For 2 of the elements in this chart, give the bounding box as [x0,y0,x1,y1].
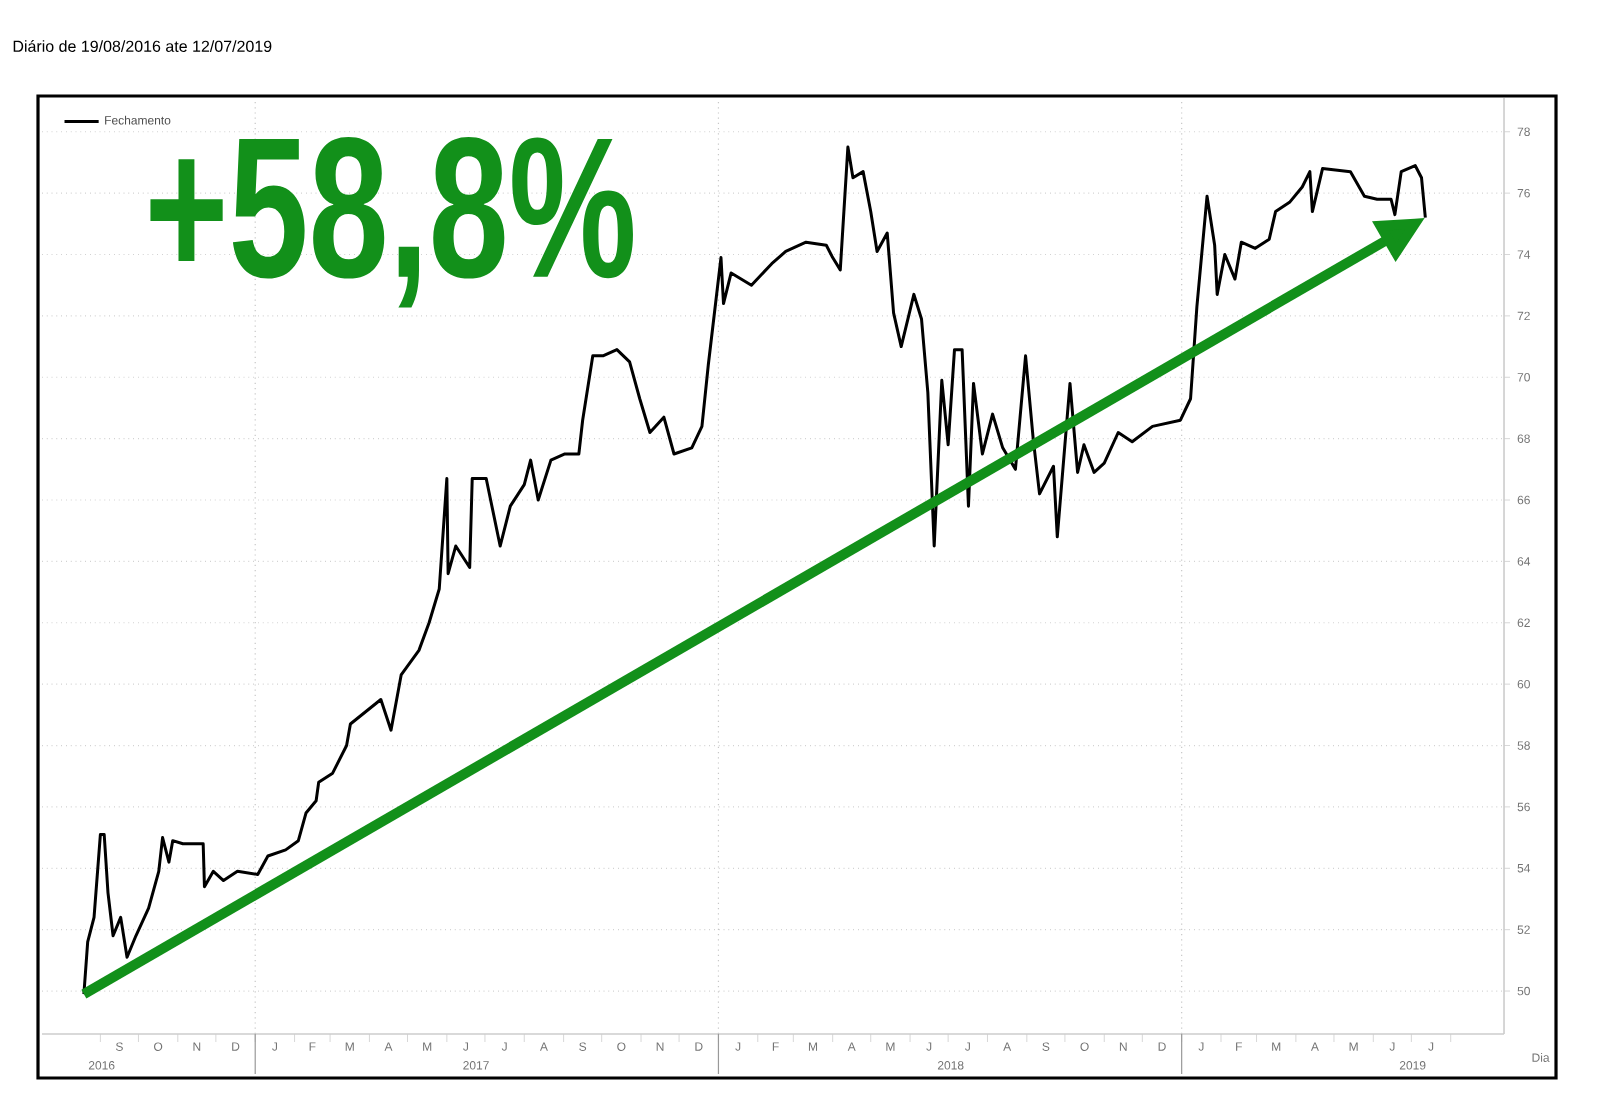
annotation: +58,8% [150,136,633,308]
chart-subtitle: Diário de 19/08/2016 ate 12/07/2019 [13,40,272,52]
